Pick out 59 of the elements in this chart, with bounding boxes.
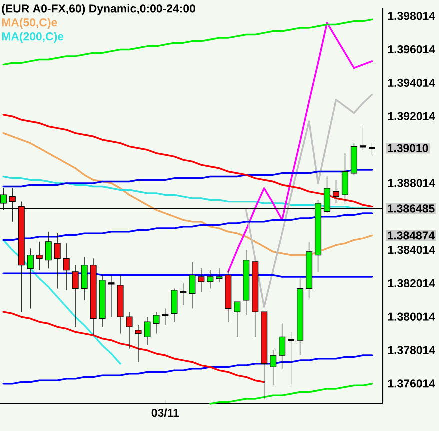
candlestick bbox=[72, 264, 79, 328]
y-tick-label: 1.376014 bbox=[388, 380, 436, 388]
candlestick bbox=[171, 288, 178, 322]
candlestick bbox=[270, 350, 277, 386]
candlestick bbox=[153, 312, 160, 334]
candlestick bbox=[45, 232, 52, 269]
candlestick bbox=[135, 325, 142, 363]
candlestick bbox=[117, 274, 124, 334]
candlestick bbox=[108, 275, 115, 318]
y-tick-label: 1.384014 bbox=[388, 246, 436, 254]
candlestick bbox=[368, 143, 376, 156]
candlestick bbox=[54, 233, 61, 290]
y-tick-label: 1.396014 bbox=[388, 45, 436, 54]
y-tick-label: 1.392014 bbox=[388, 112, 436, 120]
candlestick bbox=[225, 270, 232, 322]
candlestick bbox=[360, 124, 366, 152]
candlestick bbox=[350, 142, 358, 176]
text: MA(50,C)e bbox=[2, 18, 58, 29]
candlestick bbox=[288, 332, 295, 386]
y-tick-label: 1.388014 bbox=[388, 179, 436, 188]
line-series bbox=[2, 311, 266, 384]
candlestick bbox=[198, 268, 205, 292]
candlestick bbox=[279, 323, 286, 370]
candlestick bbox=[90, 258, 97, 336]
candlestick bbox=[332, 180, 340, 204]
chart-title: (EUR A0-FX,60) Dynamic,0:00-24:00 bbox=[2, 4, 196, 16]
candlestick bbox=[207, 270, 214, 290]
data-label: 1.384874 bbox=[388, 232, 436, 240]
candlestick bbox=[27, 248, 34, 310]
candlestick bbox=[189, 262, 196, 310]
line-series bbox=[245, 94, 374, 308]
line-series bbox=[2, 114, 374, 208]
candlestick bbox=[63, 243, 70, 291]
text: 1.39010 bbox=[388, 144, 428, 152]
y-tick-label: 1.380014 bbox=[388, 312, 436, 321]
x-tick-label: 03/11 bbox=[152, 408, 180, 418]
candlestick bbox=[234, 302, 241, 338]
y-tick-label: 1.378014 bbox=[388, 346, 436, 354]
text: MA(200,C)e bbox=[2, 32, 64, 43]
y-tick-label: 1.398014 bbox=[388, 12, 436, 20]
candlestick bbox=[306, 242, 313, 300]
candlestick bbox=[180, 283, 187, 306]
candlestick bbox=[243, 250, 250, 316]
y-tick-label: 1.394014 bbox=[388, 78, 436, 88]
candlestick bbox=[81, 256, 88, 301]
candlestick bbox=[216, 268, 223, 282]
candlestick bbox=[126, 312, 133, 350]
data-label: 1.386485 bbox=[388, 204, 435, 213]
candlestick bbox=[296, 278, 304, 356]
candlestick bbox=[342, 153, 349, 204]
candlestick bbox=[36, 242, 43, 271]
candlestick bbox=[99, 274, 106, 328]
candlestick bbox=[261, 312, 268, 400]
line-series bbox=[227, 22, 374, 273]
candlestick bbox=[162, 308, 169, 326]
line-series bbox=[2, 239, 122, 365]
candlestick bbox=[144, 316, 151, 346]
y-tick-label: 1.382014 bbox=[388, 279, 436, 288]
candlestick bbox=[252, 262, 259, 338]
